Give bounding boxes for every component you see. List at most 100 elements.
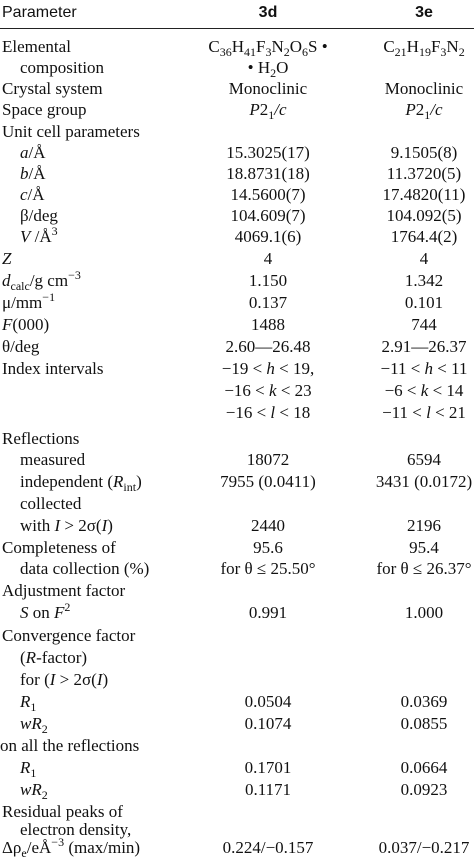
delta-rho-3d: 0.224/−0.157: [222, 838, 314, 857]
label-measured: measured: [20, 450, 86, 469]
b-3d: 18.8731(18): [226, 164, 310, 183]
z-3d: 4: [263, 249, 273, 268]
theta-cond-3d: for θ ≤ 25.50°: [220, 559, 316, 578]
s-on-f2-3d: 0.991: [248, 603, 288, 622]
label-r1-obs: R1: [20, 692, 37, 714]
theta-3d: 2.60—26.48: [225, 337, 311, 356]
c-3e: 17.4820(11): [382, 185, 466, 204]
label-electron-density: electron density,: [20, 820, 132, 839]
index-l-3d: −16 < l < 18: [225, 403, 311, 422]
wr2-obs-3e: 0.0855: [400, 714, 448, 733]
a-3e: 9.1505(8): [390, 143, 458, 162]
label-space-group: Space group: [2, 100, 87, 119]
wr2-all-3e: 0.0923: [400, 780, 448, 799]
theta-3e: 2.91—26.37: [381, 337, 467, 356]
mu-3d: 0.137: [248, 293, 288, 312]
index-h-3d: −19 < h < 19,: [221, 359, 315, 378]
row-adjustment: Adjustment factor: [0, 580, 474, 601]
f000-3d: 1488: [251, 315, 285, 334]
label-rfactor: (R-factor): [20, 648, 88, 667]
label-convergence: Convergence factor: [2, 626, 136, 645]
volume-3d: 4069.1(6): [234, 227, 302, 246]
row-b: b/Å 18.8731(18) 11.3720(5): [0, 163, 474, 184]
row-dcalc: dcalc/g cm−3 1.150 1.342: [0, 268, 474, 293]
row-all-reflections: on all the reflections: [0, 735, 474, 756]
label-adjustment: Adjustment factor: [2, 581, 126, 600]
row-index-k: −16 < k < 23 −6 < k < 14: [0, 380, 474, 401]
s-on-f2-3e: 1.000: [404, 603, 444, 622]
label-elemental: Elemental: [2, 37, 71, 56]
row-mu: μ/mm−1 0.137 0.101: [0, 291, 474, 313]
label-b: b/Å: [20, 164, 46, 183]
row-beta: β/deg 104.609(7) 104.092(5): [0, 205, 474, 226]
row-electron-density: electron density,: [0, 819, 474, 840]
row-r1-obs: R1 0.0504 0.0369: [0, 691, 474, 714]
label-wr2-obs: wR2: [20, 714, 48, 736]
row-index-l: −16 < l < 18 −11 < l < 21: [0, 402, 474, 423]
delta-rho-3e: 0.037/−0.217: [378, 838, 470, 857]
header-3d: 3d: [258, 4, 278, 21]
label-dcalc: dcalc/g cm−3: [2, 268, 81, 293]
header-row: Parameter 3d 3e: [0, 2, 474, 23]
completeness-3d: 95.6: [253, 538, 283, 557]
label-collected: collected: [20, 494, 82, 513]
dcalc-3d: 1.150: [248, 271, 288, 290]
row-wr2-obs: wR2 0.1074 0.0855: [0, 713, 474, 736]
row-composition: composition • H2O: [0, 57, 474, 79]
crystal-system-3e: Monoclinic: [384, 79, 464, 98]
b-3e: 11.3720(5): [386, 164, 462, 183]
label-a: a/Å: [20, 143, 46, 162]
collected-3d: 2440: [251, 516, 285, 535]
a-3d: 15.3025(17): [226, 143, 310, 162]
collected-3e: 2196: [407, 516, 441, 535]
label-for-i: for (I > 2σ(I): [20, 670, 109, 689]
label-completeness: Completeness of: [2, 538, 116, 557]
row-residual: Residual peaks of: [0, 801, 474, 822]
label-all-reflections: on all the reflections: [0, 736, 140, 755]
row-measured: measured 18072 6594: [0, 449, 474, 470]
r1-obs-3e: 0.0369: [400, 692, 448, 711]
label-r1-all: R1: [20, 758, 37, 780]
row-c: c/Å 14.5600(7) 17.4820(11): [0, 184, 474, 205]
label-theta: θ/deg: [2, 337, 40, 356]
space-group-3d: P21/c: [249, 100, 287, 122]
row-rfactor: (R-factor): [0, 647, 474, 668]
beta-3e: 104.092(5): [386, 206, 462, 225]
row-completeness: Completeness of 95.6 95.4: [0, 537, 474, 558]
r1-all-3d: 0.1701: [244, 758, 292, 777]
label-data-collection: data collection (%): [20, 559, 150, 578]
row-f000: F(000) 1488 744: [0, 314, 474, 335]
label-with-i: with I > 2σ(I): [20, 516, 113, 535]
row-s-on-f2: S on F2 0.991 1.000: [0, 600, 474, 623]
label-c: c/Å: [20, 185, 45, 204]
r1-all-3e: 0.0664: [400, 758, 448, 777]
wr2-all-3d: 0.1171: [244, 780, 292, 799]
theta-cond-3e: for θ ≤ 26.37°: [376, 559, 472, 578]
row-independent: independent (Rint) 7955 (0.0411) 3431 (0…: [0, 471, 474, 493]
row-elemental: Elemental C36H41F3N2O6S • C21H19F3N2: [0, 36, 474, 59]
f000-3e: 744: [411, 315, 437, 334]
formula-3d: C36H41F3N2O6S •: [208, 37, 328, 59]
beta-3d: 104.609(7): [230, 206, 306, 225]
header-3e: 3e: [415, 4, 433, 21]
row-delta-rho: Δρe/eÅ−3 (max/min) 0.224/−0.157 0.037/−0…: [0, 836, 474, 859]
measured-3e: 6594: [407, 450, 441, 469]
row-wr2-all: wR2 0.1171 0.0923: [0, 779, 474, 802]
row-volume: V /Å3 4069.1(6) 1764.4(2): [0, 224, 474, 247]
row-for-i: for (I > 2σ(I): [0, 669, 474, 690]
label-beta: β/deg: [20, 206, 58, 225]
label-composition: composition: [20, 58, 105, 77]
independent-3e: 3431 (0.0172): [375, 472, 473, 491]
wr2-obs-3d: 0.1074: [244, 714, 292, 733]
c-3d: 14.5600(7): [230, 185, 306, 204]
row-unit-cell: Unit cell parameters: [0, 121, 474, 142]
row-z: Z 4 4: [0, 248, 474, 269]
row-convergence: Convergence factor: [0, 625, 474, 646]
row-theta: θ/deg 2.60—26.48 2.91—26.37: [0, 336, 474, 357]
label-s-on-f2: S on F2: [20, 600, 71, 622]
label-wr2-all: wR2: [20, 780, 48, 802]
label-z: Z: [2, 249, 12, 268]
label-volume: V /Å3: [20, 224, 58, 246]
row-collected: collected: [0, 493, 474, 514]
volume-3e: 1764.4(2): [390, 227, 458, 246]
